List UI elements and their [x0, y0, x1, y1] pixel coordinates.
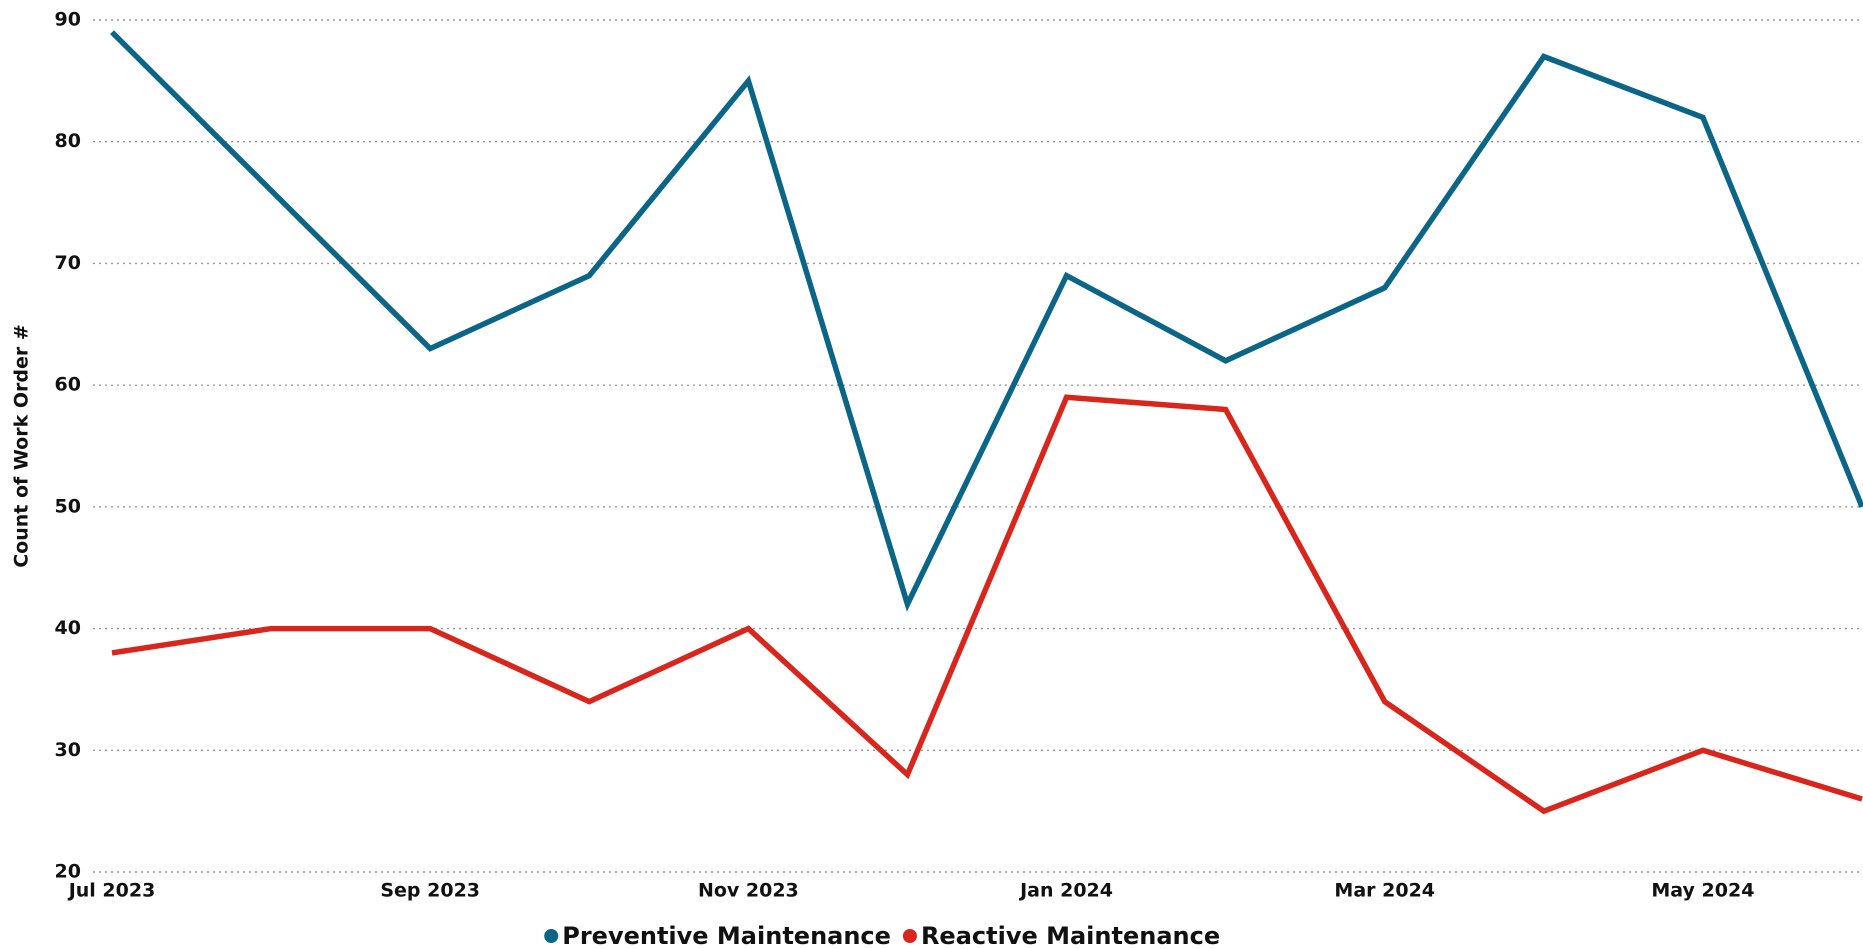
x-tick-label: Mar 2024	[1334, 880, 1435, 902]
x-tick-label: May 2024	[1651, 880, 1754, 902]
y-tick-label: 30	[55, 739, 81, 761]
legend-label: Reactive Maintenance	[921, 922, 1220, 949]
x-tick-label: Nov 2023	[698, 880, 799, 902]
x-tick-label: Jan 2024	[1018, 880, 1113, 902]
y-tick-label: 80	[55, 130, 81, 152]
y-tick-label: 60	[55, 374, 81, 396]
legend-marker	[544, 929, 559, 943]
y-axis-title: Count of Work Order #	[11, 324, 33, 568]
legend-marker	[902, 929, 917, 943]
x-tick-label: Jul 2023	[67, 880, 156, 902]
series-line	[110, 30, 1863, 612]
y-tick-label: 20	[55, 861, 81, 883]
y-tick-label: 70	[55, 252, 81, 274]
y-tick-label: 90	[55, 9, 81, 31]
y-tick-label: 50	[55, 495, 81, 517]
y-tick-label: 40	[55, 617, 81, 639]
x-tick-label: Sep 2023	[380, 880, 480, 902]
series-line	[111, 394, 1863, 815]
legend-label: Preventive Maintenance	[562, 922, 891, 949]
